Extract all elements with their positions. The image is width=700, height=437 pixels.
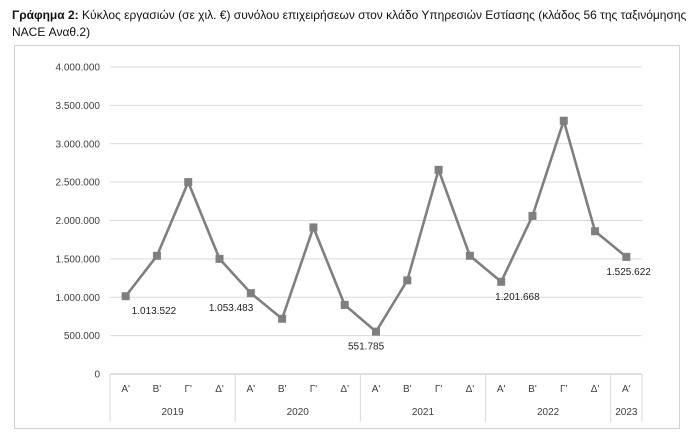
axes: 0 500.000 1.000.000 1.500.000 2.000.000 2.500… — [56, 63, 643, 422]
x-tick-label: Α' — [497, 384, 506, 395]
x-tick-label: Δ' — [340, 384, 349, 395]
data-label: 1.013.522 — [132, 306, 177, 317]
y-tick-label: 1.500.000 — [56, 254, 101, 265]
x-tick-label: Γ' — [310, 384, 318, 395]
data-point — [184, 178, 193, 187]
x-tick-label: Α' — [622, 384, 631, 395]
x-tick-label: Α' — [372, 384, 381, 395]
x-group-label: 2023 — [615, 407, 638, 418]
chart-caption: Γράφημα 2: Κύκλος εργασιών (σε χιλ. €) σ… — [12, 7, 698, 41]
data-point — [497, 277, 506, 286]
x-group-label: 2021 — [412, 407, 435, 418]
data-point — [591, 227, 600, 236]
x-tick-label: Γ' — [560, 384, 568, 395]
y-tick-label: 2.000.000 — [56, 216, 101, 227]
x-tick-label: Γ' — [435, 384, 443, 395]
x-group-label: 2022 — [537, 407, 560, 418]
series-markers — [121, 116, 631, 336]
series-line-path — [124, 119, 628, 333]
y-tick-label: 3.000.000 — [56, 139, 101, 150]
y-tick-label: 500.000 — [64, 331, 101, 342]
chart-frame — [14, 45, 680, 429]
data-point — [372, 327, 380, 336]
y-tick-label: 4.000.000 — [56, 63, 101, 74]
data-label: 1.053.483 — [209, 303, 254, 314]
grid-lines — [110, 66, 642, 337]
data-label: 1.201.668 — [495, 292, 540, 303]
x-tick-label: Β' — [403, 384, 412, 395]
data-point — [152, 251, 161, 260]
data-point — [309, 223, 318, 232]
x-tick-label: Β' — [278, 384, 287, 395]
x-tick-label: Δ' — [591, 384, 600, 395]
data-point — [559, 116, 568, 125]
x-tick-label: Α' — [247, 384, 256, 395]
x-group-label: 2020 — [287, 407, 310, 418]
caption-label: Γράφημα 2: — [12, 8, 79, 22]
x-tick-label: Δ' — [215, 384, 224, 395]
data-point — [121, 292, 130, 301]
labels: 1.013.522 1.053.483 551.785 1.201.668 1.525.… — [132, 267, 652, 353]
data-label: 1.525.622 — [606, 267, 651, 278]
x-tick-label: Δ' — [466, 384, 475, 395]
caption-text: Κύκλος εργασιών (σε χιλ. €) συνόλου επιχ… — [12, 8, 687, 39]
data-label: 551.785 — [348, 342, 385, 353]
y-tick-label: 1.000.000 — [56, 293, 101, 304]
x-tick-label: Β' — [153, 384, 162, 395]
y-tick-label: 0 — [94, 370, 100, 381]
x-tick-label: Β' — [528, 384, 537, 395]
data-point — [622, 252, 631, 261]
data-point — [278, 314, 287, 323]
series-line — [124, 119, 628, 333]
y-tick-label: 2.500.000 — [56, 178, 101, 189]
x-tick-label: Γ' — [185, 384, 193, 395]
y-tick-label: 3.500.000 — [56, 101, 101, 112]
data-point — [403, 276, 412, 285]
data-point — [465, 251, 474, 260]
data-point — [340, 300, 349, 309]
data-point — [215, 254, 224, 263]
data-point — [528, 211, 537, 220]
data-point — [434, 165, 443, 174]
x-group-label: 2019 — [161, 407, 184, 418]
data-point — [246, 289, 255, 298]
x-tick-label: Α' — [121, 384, 130, 395]
